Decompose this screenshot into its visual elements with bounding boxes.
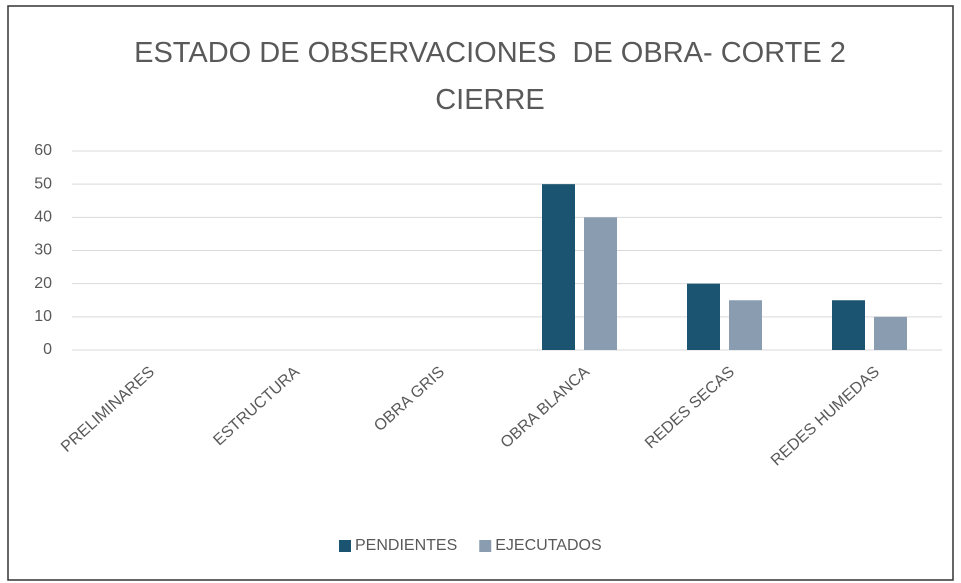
x-tick-label: OBRA GRIS (371, 363, 448, 435)
y-tick-label: 20 (34, 275, 52, 292)
bar (584, 217, 617, 350)
y-tick-label: 0 (43, 341, 52, 358)
chart-title: ESTADO DE OBSERVACIONES DE OBRA- CORTE 2… (134, 37, 854, 116)
y-tick-label: 60 (34, 142, 52, 159)
bar (874, 316, 907, 350)
bar (729, 300, 762, 350)
bar (542, 184, 575, 350)
bar (687, 283, 720, 350)
y-tick-label: 10 (34, 308, 52, 325)
x-tick-label: PRELIMINARES (58, 363, 158, 455)
y-tick-label: 50 (34, 175, 52, 192)
y-tick-label: 30 (34, 242, 52, 259)
x-tick-label: REDES SECAS (642, 363, 738, 452)
x-tick-label: OBRA BLANCA (498, 363, 594, 451)
legend-swatch (339, 540, 351, 552)
y-tick-label: 40 (34, 209, 52, 226)
bar (832, 300, 865, 350)
legend-swatch (479, 540, 492, 552)
x-tick-label: REDES HUMEDAS (768, 363, 883, 469)
legend-label: PENDIENTES (355, 537, 457, 554)
legend-label: EJECUTADOS (495, 537, 601, 554)
chart-border (7, 5, 954, 581)
x-tick-label: ESTRUCTURA (210, 363, 303, 449)
